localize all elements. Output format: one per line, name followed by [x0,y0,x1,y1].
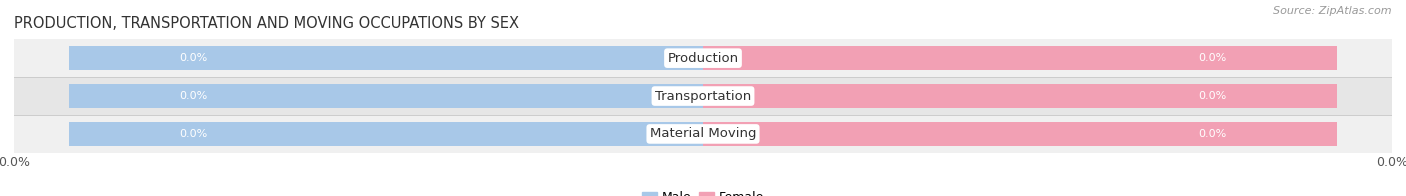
Text: Production: Production [668,52,738,65]
Bar [69,122,703,146]
Bar [14,77,1392,115]
Text: PRODUCTION, TRANSPORTATION AND MOVING OCCUPATIONS BY SEX: PRODUCTION, TRANSPORTATION AND MOVING OC… [14,16,519,31]
Bar [69,46,703,70]
Bar [703,122,1337,146]
Text: Material Moving: Material Moving [650,127,756,140]
Bar [69,84,703,108]
Text: 0.0%: 0.0% [1199,53,1227,63]
Bar [703,84,1337,108]
Bar [14,115,1392,153]
Text: Source: ZipAtlas.com: Source: ZipAtlas.com [1274,6,1392,16]
Legend: Male, Female: Male, Female [637,186,769,196]
Text: Transportation: Transportation [655,90,751,103]
Text: 0.0%: 0.0% [179,129,207,139]
Bar [703,46,1337,70]
Text: 0.0%: 0.0% [179,91,207,101]
Bar [14,39,1392,77]
Text: 0.0%: 0.0% [179,53,207,63]
Text: 0.0%: 0.0% [1199,91,1227,101]
Text: 0.0%: 0.0% [1199,129,1227,139]
